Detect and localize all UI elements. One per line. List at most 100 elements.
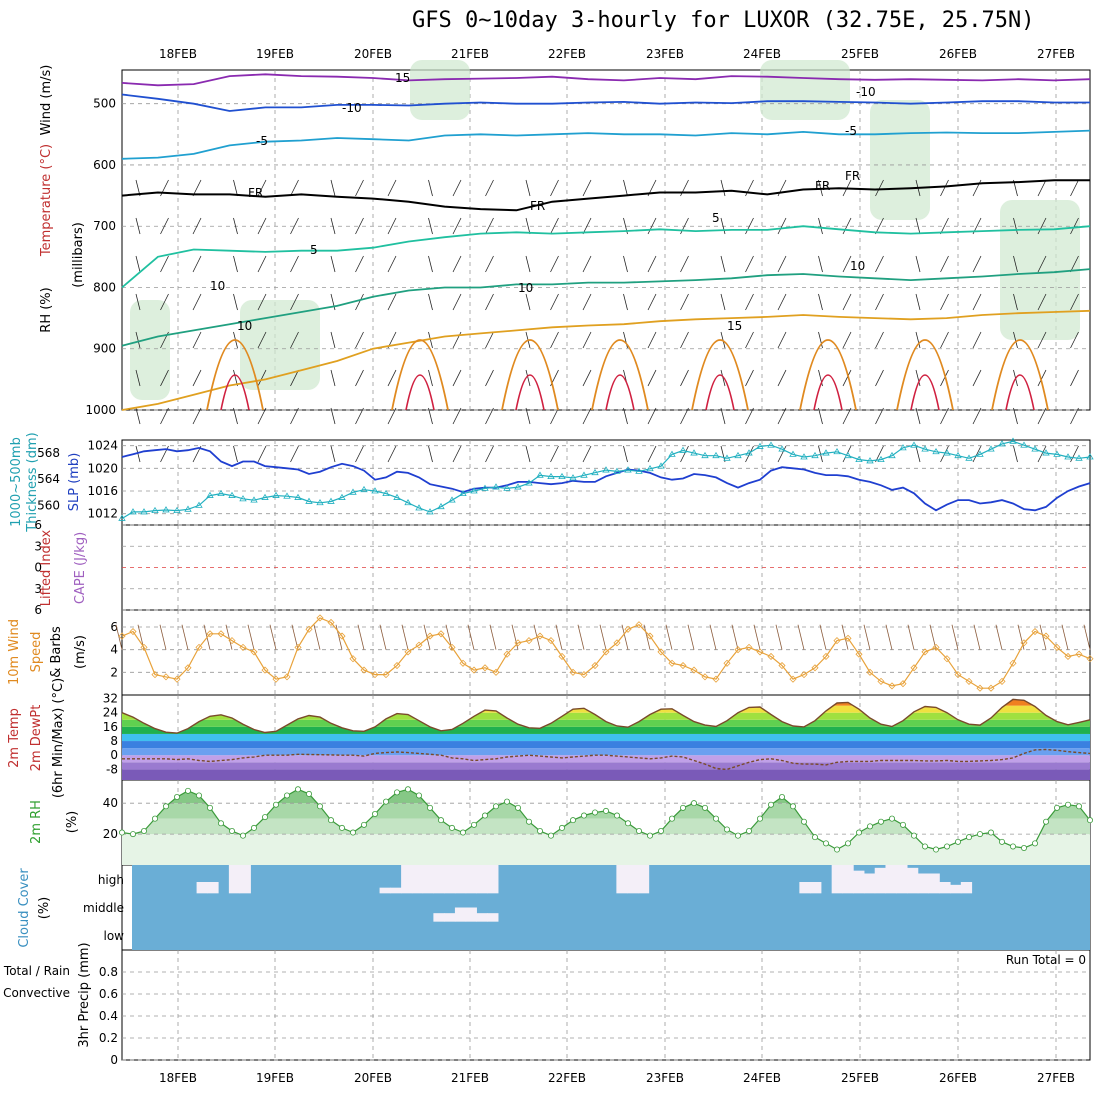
rh-point <box>900 821 907 828</box>
thickness-point <box>778 445 786 452</box>
rh-point <box>636 828 643 835</box>
isotherm-label: FR <box>248 186 263 200</box>
warm-contour <box>501 339 559 411</box>
wind-barb <box>355 331 364 349</box>
wind-speed-point <box>569 668 577 676</box>
isotherm-5 <box>121 225 1091 289</box>
thickness-point <box>283 492 291 499</box>
wind-barb <box>525 369 531 387</box>
wind-barb <box>940 179 949 197</box>
wind-speed-point <box>272 675 280 683</box>
wind-barb <box>623 293 628 311</box>
axis-2m-dewpt: 2m DewPt <box>29 705 44 772</box>
wind-barb <box>452 293 462 311</box>
wind-barb <box>720 369 726 387</box>
rh-point <box>261 814 268 821</box>
isotherm-label: -10 <box>342 101 362 115</box>
warm-contour <box>991 339 1049 411</box>
cloud-clear-cell <box>960 882 973 894</box>
isotherm-label: 10 <box>237 319 252 333</box>
cloud-clear-cell <box>454 865 467 894</box>
rh-point <box>526 818 533 825</box>
rh-point <box>614 812 621 819</box>
isotherm-label: 15 <box>395 71 410 85</box>
thickness-point <box>1086 453 1094 460</box>
wind-barb <box>452 255 462 273</box>
thickness-point <box>503 484 511 491</box>
thickness-point <box>899 444 907 451</box>
wind-barb <box>452 407 462 425</box>
wind-barb <box>875 331 884 349</box>
pressure-tick: 800 <box>93 280 116 294</box>
wind-barb <box>680 445 689 463</box>
wind-barb <box>875 217 884 235</box>
wind10m-barb <box>775 624 783 650</box>
wind-speed-point <box>404 648 412 656</box>
wind-barb <box>745 407 754 425</box>
slp-tick: 1020 <box>87 461 118 475</box>
wind-barb <box>777 445 787 463</box>
thickness-tick: 564 <box>37 472 60 486</box>
wind-barb <box>940 255 949 273</box>
axis-speed: Speed <box>29 632 44 673</box>
wind-tick: 6 <box>110 620 118 634</box>
temp-band <box>122 726 1090 734</box>
slp-tick: 1012 <box>87 507 118 521</box>
wind-barb <box>972 255 982 273</box>
wind-barb <box>257 255 267 273</box>
wind-barb <box>428 331 433 349</box>
isotherm-10 <box>121 268 1091 347</box>
cloud-background <box>132 865 1090 950</box>
axis-temp-units: (6hr Min/Max) (°C) <box>51 678 66 798</box>
cloud-clear-cell <box>465 907 477 922</box>
thickness-point <box>580 471 588 478</box>
cloud-clear-cell <box>239 865 251 894</box>
wind-speed-point <box>195 643 203 651</box>
date-label-bottom: 19FEB <box>256 1071 294 1085</box>
wind-speed-point <box>503 650 511 658</box>
wind-speed-point <box>679 661 687 670</box>
wind-speed-point <box>1075 650 1083 658</box>
wind-barb <box>192 407 202 425</box>
thickness-point <box>481 484 489 491</box>
wind-barb <box>257 445 267 463</box>
thickness-point <box>613 467 621 474</box>
wind-barb <box>1013 407 1018 425</box>
temp-tick: 24 <box>103 706 118 720</box>
wind-barb <box>135 407 141 425</box>
wind-speed-point <box>877 677 885 685</box>
thickness-point <box>206 491 214 498</box>
wind-speed-point <box>261 666 269 674</box>
rh-shading <box>760 60 850 120</box>
isotherm-15 <box>121 309 1091 411</box>
temp-band <box>122 755 1090 763</box>
rh-point <box>426 804 433 811</box>
wind-barb <box>485 179 494 197</box>
thickness-point <box>129 508 137 515</box>
wind-barb <box>550 255 559 273</box>
axis-convective: Convective <box>3 986 70 1000</box>
rh-point <box>548 832 555 839</box>
axis-rh-units: (%) <box>65 811 80 834</box>
rh-point <box>393 789 400 796</box>
rh-point <box>911 832 918 839</box>
temp-tick: 32 <box>103 692 118 706</box>
thickness-point <box>558 472 566 480</box>
wind-barb <box>485 445 494 463</box>
wind-barb <box>355 179 364 197</box>
isotherm-label: 10 <box>850 259 865 273</box>
wind-barb <box>1037 445 1047 463</box>
wind-barb <box>257 179 267 197</box>
wind10m-barb <box>181 624 189 650</box>
wind-barb <box>582 445 592 463</box>
rh-band <box>122 834 1090 865</box>
cloud-clear-cell <box>401 865 413 894</box>
wind-barb <box>940 217 949 235</box>
temp-tick: 16 <box>103 720 118 734</box>
wind-speed-point <box>789 675 797 683</box>
wind-barb <box>680 179 689 197</box>
page-title: GFS 0~10day 3-hourly for LUXOR (32.75E, … <box>412 8 1035 33</box>
wind-barb <box>330 255 336 273</box>
wind-barb <box>485 217 494 235</box>
axis-total-rain: Total / Rain <box>3 964 70 978</box>
